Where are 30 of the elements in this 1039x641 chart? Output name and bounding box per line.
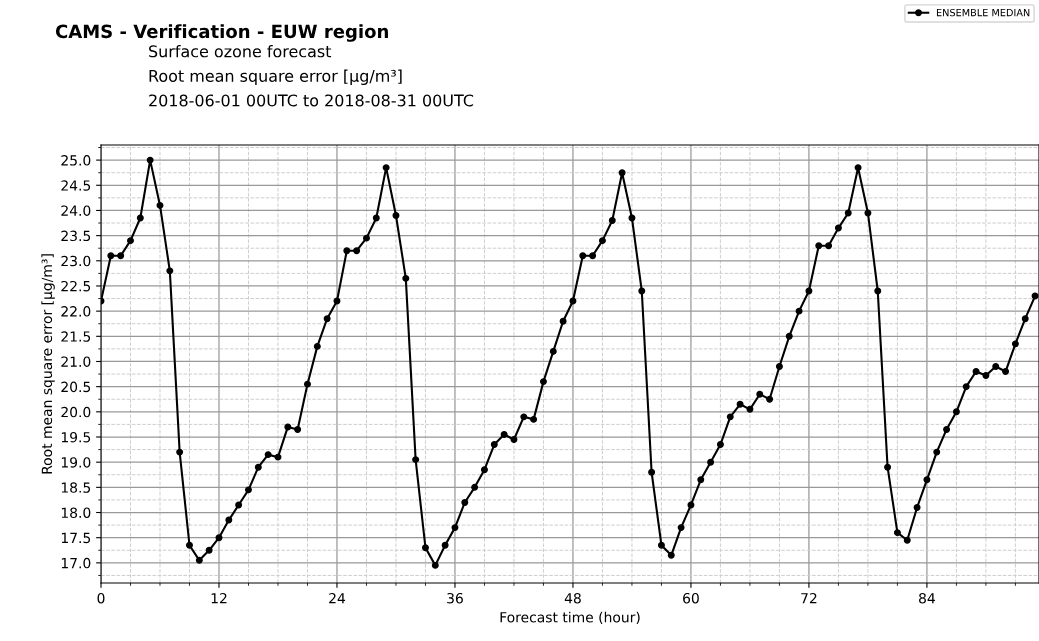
x-tick-label: 24 bbox=[329, 592, 346, 604]
y-tick-label: 20.0 bbox=[61, 406, 91, 418]
y-tick-label: 17.0 bbox=[61, 557, 91, 569]
y-tick-label: 18.5 bbox=[61, 482, 91, 493]
y-tick-label: 21.5 bbox=[61, 331, 91, 342]
y-tick-label: 20.5 bbox=[61, 381, 91, 393]
y-tick-label: 18.0 bbox=[61, 507, 91, 518]
x-tick-label: 84 bbox=[919, 592, 935, 604]
y-tick-label: 23.0 bbox=[61, 255, 91, 267]
x-tick-label: 48 bbox=[564, 592, 581, 604]
y-tick-label: 22.0 bbox=[61, 306, 91, 317]
y-tick-label: 24.5 bbox=[61, 180, 91, 191]
y-tick-label: 24.0 bbox=[61, 205, 91, 216]
chart-title: CAMS - Verification - EUW region bbox=[55, 24, 388, 42]
x-tick-label: 60 bbox=[683, 592, 699, 604]
y-tick-label: 19.0 bbox=[61, 457, 91, 468]
x-tick-label: 12 bbox=[211, 592, 227, 604]
legend-label: ENSEMBLE MEDIAN bbox=[936, 8, 1030, 17]
chart-subtitle: Surface ozone forecast Root mean square error [μg/m³] 2018-06-01 00UTC to 2018-08-31 00UTC bbox=[149, 45, 474, 107]
y-axis-title: Root mean square error [μg/m³] bbox=[41, 254, 55, 474]
y-tick-label: 25.0 bbox=[61, 155, 91, 166]
y-tick-label: 21.0 bbox=[61, 356, 91, 367]
y-tick-label: 17.5 bbox=[61, 532, 91, 544]
x-tick-label: 36 bbox=[447, 592, 463, 604]
y-tick-label: 19.5 bbox=[61, 431, 91, 443]
x-axis-title: Forecast time (hour) bbox=[500, 611, 640, 625]
x-tick-label: 0 bbox=[97, 592, 105, 604]
y-tick-label: 23.5 bbox=[61, 230, 91, 242]
y-tick-label: 22.5 bbox=[61, 280, 91, 292]
x-tick-label: 72 bbox=[801, 592, 817, 604]
